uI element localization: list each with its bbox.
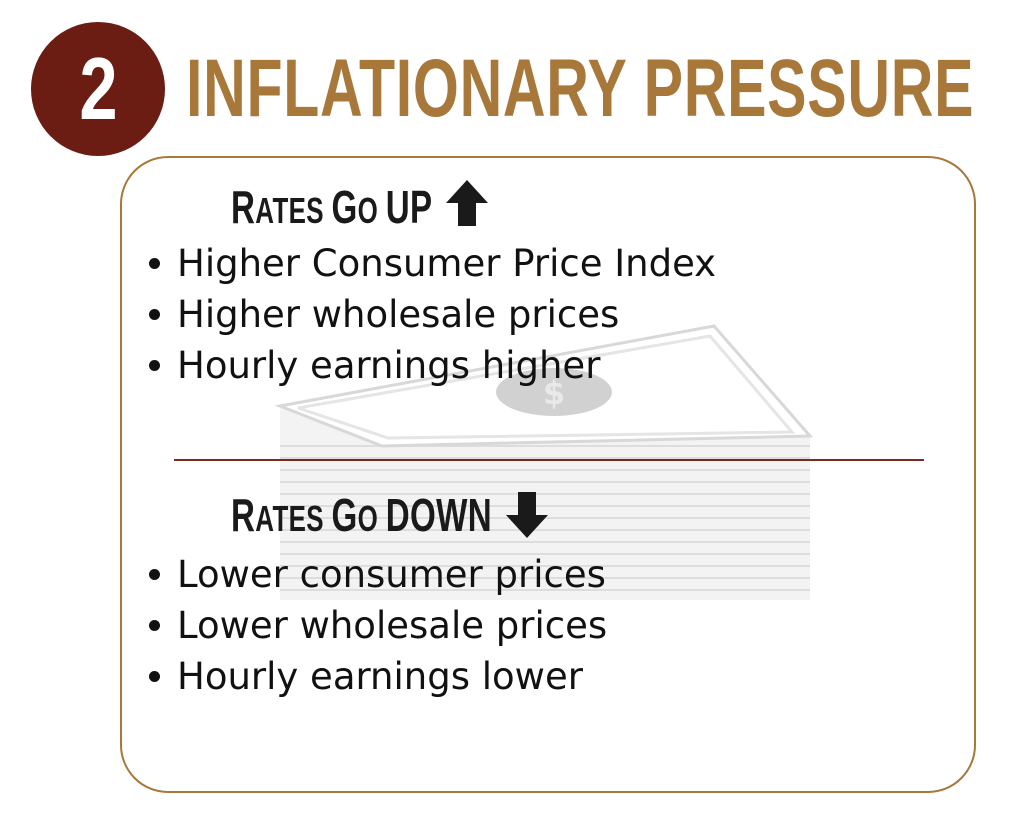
step-number: 2 bbox=[78, 39, 118, 138]
list-item: Hourly earnings lower bbox=[146, 651, 607, 702]
section-divider bbox=[174, 459, 924, 461]
list-item: Higher wholesale prices bbox=[146, 289, 716, 340]
bullet-icon bbox=[149, 620, 160, 631]
rates-up-list: Higher Consumer Price Index Higher whole… bbox=[146, 238, 716, 391]
step-number-badge: 2 bbox=[31, 22, 165, 156]
rates-down-heading-text: RATES GO DOWN bbox=[231, 489, 493, 541]
arrow-up-icon bbox=[446, 180, 488, 226]
money-stack-icon: $ bbox=[274, 324, 814, 600]
bullet-icon bbox=[149, 360, 160, 371]
list-item: Hourly earnings higher bbox=[146, 340, 716, 391]
list-item: Lower consumer prices bbox=[146, 549, 607, 600]
bullet-icon bbox=[149, 258, 160, 269]
rates-down-heading: RATES GO DOWN bbox=[231, 488, 594, 542]
rates-up-heading: RATES GO UP bbox=[231, 180, 511, 234]
arrow-down-icon bbox=[506, 492, 548, 538]
content-panel bbox=[120, 156, 976, 793]
rates-down-list: Lower consumer prices Lower wholesale pr… bbox=[146, 549, 607, 702]
list-item: Lower wholesale prices bbox=[146, 600, 607, 651]
list-item: Higher Consumer Price Index bbox=[146, 238, 716, 289]
rates-up-heading-text: RATES GO UP bbox=[231, 181, 433, 233]
bullet-icon bbox=[149, 309, 160, 320]
svg-text:$: $ bbox=[543, 374, 565, 412]
bullet-icon bbox=[149, 569, 160, 580]
page-title: INFLATIONARY PRESSURE bbox=[186, 43, 975, 134]
bullet-icon bbox=[149, 671, 160, 682]
